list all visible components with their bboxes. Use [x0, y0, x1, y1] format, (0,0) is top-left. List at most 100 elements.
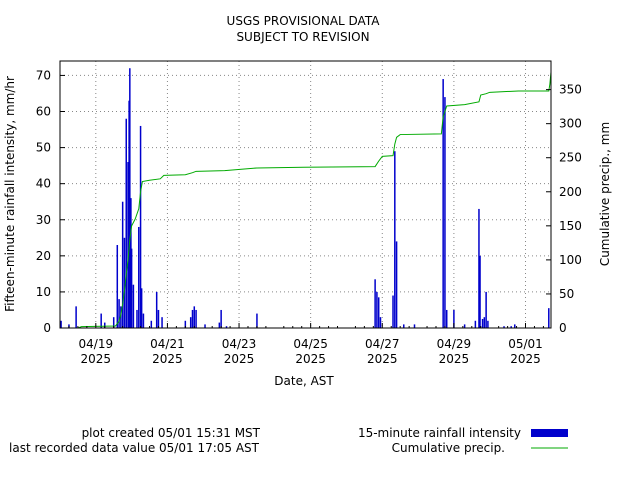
y2-tick-label: 0: [559, 321, 567, 335]
legend-line-label: Cumulative precip.: [392, 441, 505, 455]
intensity-bar: [118, 299, 120, 328]
y2-axis-label: Cumulative precip., mm: [598, 122, 612, 266]
plot-created-text: plot created 05/01 15:31 MST: [82, 426, 261, 440]
cumulative-precip-line: [60, 72, 552, 329]
x-tick-label-year: 2025: [81, 352, 112, 366]
y2-tick-label: 350: [559, 83, 582, 97]
intensity-bar: [150, 320, 153, 328]
y-tick-label: 10: [36, 285, 51, 299]
intensity-bars: [60, 68, 550, 329]
intensity-bar: [503, 326, 505, 328]
intensity-bar: [548, 308, 550, 328]
intensity-bar: [140, 288, 143, 328]
intensity-bar: [193, 306, 196, 328]
plot-frame: [59, 60, 552, 329]
intensity-bar: [112, 317, 115, 328]
intensity-bar: [204, 324, 206, 328]
chart-title-line2: SUBJECT TO REVISION: [236, 30, 369, 44]
intensity-bar: [474, 320, 477, 328]
intensity-bar: [514, 324, 516, 328]
y2-tick-label: 200: [559, 185, 582, 199]
intensity-bar: [376, 291, 378, 328]
intensity-bar: [403, 324, 405, 328]
intensity-bar: [485, 291, 487, 328]
intensity-bar: [191, 309, 194, 328]
intensity-bar: [127, 162, 129, 328]
intensity-bar: [129, 68, 131, 328]
x-tick-label-date: 05/01: [508, 337, 543, 351]
cumulative-line: [60, 72, 552, 329]
intensity-bar: [157, 309, 160, 328]
intensity-bar: [189, 317, 192, 328]
intensity-bar: [121, 201, 124, 328]
intensity-bar: [75, 306, 77, 328]
intensity-bar: [139, 125, 142, 328]
y2-tick-label: 100: [559, 253, 582, 267]
intensity-bar: [445, 309, 448, 328]
intensity-bar: [138, 226, 140, 328]
legend-bar-label: 15-minute rainfall intensity: [358, 426, 521, 440]
intensity-bar: [161, 317, 163, 328]
x-tick-label-date: 04/29: [437, 337, 472, 351]
y-tick-label: 20: [36, 249, 51, 263]
x-axis-label: Date, AST: [274, 374, 334, 388]
intensity-bar: [60, 320, 62, 328]
left-axis-ticks: 0 10 20 30 40 50 60 70: [36, 68, 65, 335]
x-tick-label-date: 04/19: [79, 337, 114, 351]
x-tick-label-year: 2025: [367, 352, 398, 366]
intensity-bar: [195, 309, 197, 328]
intensity-bar: [256, 313, 258, 328]
chart-title-line1: USGS PROVISIONAL DATA: [227, 14, 381, 28]
x-tick-label-date: 04/25: [293, 337, 328, 351]
x-tick-label-year: 2025: [224, 352, 255, 366]
intensity-bar: [392, 295, 394, 328]
x-tick-label-year: 2025: [439, 352, 470, 366]
intensity-bar: [130, 248, 133, 328]
intensity-bar: [220, 309, 222, 328]
intensity-bar: [442, 79, 444, 328]
intensity-bar: [218, 322, 221, 328]
y2-tick-label: 50: [559, 287, 574, 301]
intensity-bar: [104, 322, 106, 328]
intensity-bar: [136, 309, 138, 328]
legend-bar-swatch: [531, 429, 568, 437]
last-recorded-text: last recorded data value 05/01 17:05 AST: [9, 441, 260, 455]
x-tick-label-year: 2025: [510, 352, 541, 366]
intensity-bar: [413, 324, 416, 328]
y-tick-label: 50: [36, 141, 51, 155]
intensity-bar: [479, 255, 481, 328]
intensity-bar: [125, 118, 127, 328]
intensity-bar: [379, 317, 382, 328]
x-tick-label-year: 2025: [295, 352, 326, 366]
intensity-bar: [444, 97, 446, 328]
intensity-bar: [377, 297, 380, 328]
intensity-bar: [184, 320, 187, 328]
intensity-bar: [132, 284, 135, 328]
intensity-bar: [100, 313, 102, 328]
y-tick-label: 60: [36, 105, 51, 119]
intensity-bar: [155, 291, 158, 328]
intensity-bar: [487, 320, 489, 328]
intensity-bar: [142, 313, 145, 328]
intensity-bar: [481, 318, 484, 328]
intensity-bar: [120, 306, 122, 328]
x-tick-label-date: 04/23: [222, 337, 257, 351]
x-tick-label-year: 2025: [152, 352, 183, 366]
y-axis-label: Fifteen-minute rainfall intensity, mm/hr: [3, 76, 17, 312]
y2-tick-label: 250: [559, 151, 582, 165]
intensity-bar: [463, 324, 466, 328]
intensity-bar: [510, 326, 512, 328]
y-tick-label: 30: [36, 213, 51, 227]
y-tick-label: 70: [36, 68, 51, 82]
x-axis-ticks: 04/19202504/21202504/23202504/25202504/2…: [68, 323, 544, 366]
y2-tick-label: 300: [559, 117, 582, 131]
intensity-bar: [394, 151, 396, 328]
intensity-bar: [483, 317, 486, 328]
x-tick-label-date: 04/27: [365, 337, 400, 351]
intensity-bar: [395, 241, 398, 328]
x-tick-label-date: 04/21: [150, 337, 185, 351]
intensity-bar: [453, 309, 455, 328]
intensity-bar: [123, 237, 126, 328]
right-axis-ticks: 0 50 100 150 200 250 300 350: [546, 83, 582, 335]
